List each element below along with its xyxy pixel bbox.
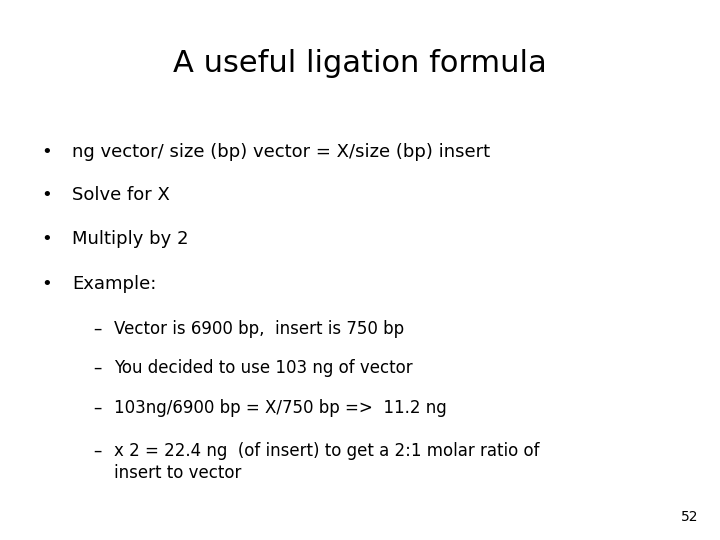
Text: You decided to use 103 ng of vector: You decided to use 103 ng of vector	[114, 359, 413, 377]
Text: –: –	[93, 399, 102, 416]
Text: Multiply by 2: Multiply by 2	[72, 230, 189, 247]
Text: Solve for X: Solve for X	[72, 186, 170, 204]
Text: x 2 = 22.4 ng  (of insert) to get a 2:1 molar ratio of
insert to vector: x 2 = 22.4 ng (of insert) to get a 2:1 m…	[114, 442, 539, 482]
Text: •: •	[42, 186, 52, 204]
Text: •: •	[42, 230, 52, 247]
Text: –: –	[93, 359, 102, 377]
Text: 103ng/6900 bp = X/750 bp =>  11.2 ng: 103ng/6900 bp = X/750 bp => 11.2 ng	[114, 399, 446, 416]
Text: –: –	[93, 442, 102, 460]
Text: Example:: Example:	[72, 275, 156, 293]
Text: •: •	[42, 275, 52, 293]
Text: •: •	[42, 143, 52, 161]
Text: Vector is 6900 bp,  insert is 750 bp: Vector is 6900 bp, insert is 750 bp	[114, 320, 404, 338]
Text: –: –	[93, 320, 102, 338]
Text: ng vector/ size (bp) vector = X/size (bp) insert: ng vector/ size (bp) vector = X/size (bp…	[72, 143, 490, 161]
Text: A useful ligation formula: A useful ligation formula	[173, 49, 547, 78]
Text: 52: 52	[681, 510, 698, 524]
